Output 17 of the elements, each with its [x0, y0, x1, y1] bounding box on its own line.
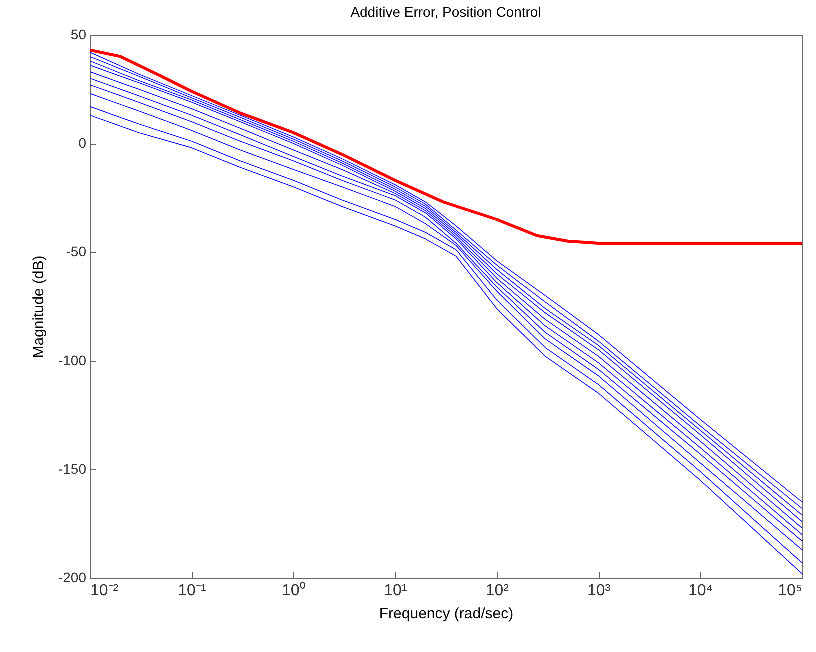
x-tick-label: 10²	[486, 582, 510, 600]
y-tick-label: 0	[78, 135, 87, 152]
x-axis-title: Frequency (rad/sec)	[379, 606, 514, 622]
x-tick-label: 10⁻¹	[178, 582, 206, 600]
chart-title: Additive Error, Position Control	[350, 4, 542, 20]
y-tick-label: 50	[70, 26, 87, 42]
x-tick-label: 10⁰	[282, 582, 306, 600]
x-tick-label: 10³	[588, 582, 612, 600]
x-tick-label: 10⁵	[778, 582, 802, 600]
y-tick-label: -150	[58, 460, 87, 477]
y-tick-label: -200	[58, 570, 87, 586]
x-tick-label: 10⁴	[688, 582, 714, 600]
x-tick-label: 10¹	[384, 582, 408, 600]
y-tick-label: -50	[66, 244, 87, 260]
y-axis-title: Magnitude (dB)	[30, 256, 48, 358]
x-tick-label: 10⁻²	[90, 582, 120, 600]
y-tick-label: -100	[58, 352, 87, 368]
